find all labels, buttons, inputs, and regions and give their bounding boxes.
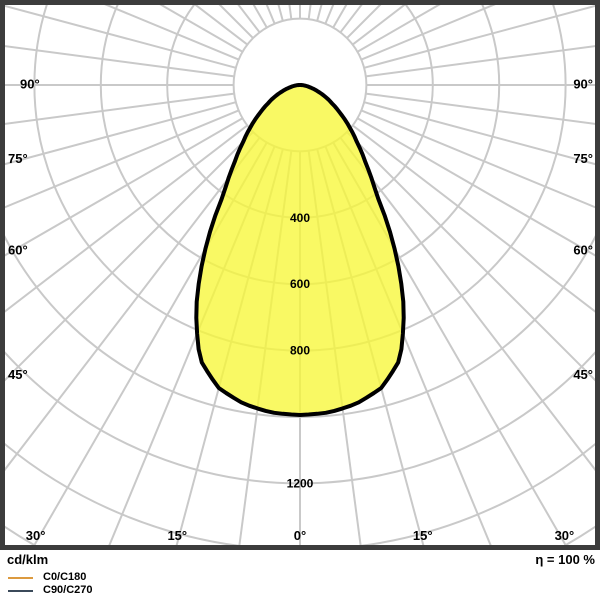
angle-tick-label-left: 90°	[20, 77, 40, 92]
grid-radial	[352, 124, 595, 313]
c90-line-swatch	[8, 589, 33, 592]
grid-radial	[365, 45, 595, 78]
angle-tick-label-left: 75°	[8, 151, 28, 166]
grid-radial	[5, 137, 261, 472]
ring-tick-label: 1200	[287, 476, 314, 490]
grid-radial	[360, 5, 496, 61]
grid-radial	[5, 124, 248, 313]
angle-tick-label-bottom: 30°	[555, 528, 575, 543]
angle-tick-label-left: 60°	[8, 242, 28, 257]
grid-radial	[104, 5, 240, 61]
efficiency-label: η = 100 %	[535, 552, 595, 567]
angle-tick-label-right: 45°	[573, 367, 593, 382]
angle-tick-label-right: 60°	[573, 242, 593, 257]
grid-radial	[363, 5, 595, 69]
grid-radial	[5, 101, 237, 166]
beam-curve	[194, 83, 406, 417]
grid-radial	[5, 45, 235, 78]
angle-tick-label-left: 45°	[8, 367, 28, 382]
angle-tick-label-right: 75°	[573, 151, 593, 166]
c90-legend-label: C90/C270	[43, 584, 93, 596]
angle-tick-label-right: 90°	[573, 77, 593, 92]
grid-radial	[365, 92, 595, 125]
legend: C0/C180 C90/C270	[8, 571, 93, 597]
grid-radial	[5, 109, 240, 209]
ring-tick-label: 600	[290, 277, 310, 291]
grid-radial	[357, 117, 595, 257]
ring-tick-label: 800	[290, 344, 310, 358]
legend-row-c0: C0/C180	[8, 571, 93, 584]
grid-radial	[159, 5, 243, 53]
angle-tick-label-bottom: 15°	[167, 528, 187, 543]
angle-tick-label-bottom: 30°	[26, 528, 46, 543]
grid-radial	[5, 5, 237, 69]
angle-tick-label-bottom: 0°	[294, 528, 306, 543]
grid-radial	[360, 109, 595, 209]
grid-radial	[346, 131, 595, 382]
c0-line-swatch	[8, 576, 33, 579]
chart-frame	[0, 0, 600, 550]
unit-label: cd/klm	[7, 552, 49, 567]
grid-radial	[363, 101, 595, 166]
grid-radial	[357, 5, 441, 53]
grid-radial	[339, 137, 595, 472]
intensity-curve	[194, 83, 406, 417]
angle-tick-label-bottom: 15°	[413, 528, 433, 543]
grid-radial	[5, 131, 254, 382]
grid-radial	[5, 92, 235, 125]
c0-legend-label: C0/C180	[43, 571, 87, 583]
tick-labels: 400 600 800 1200 90° 75° 60° 45° 45° 60° 75° 90° 30°…	[8, 77, 593, 544]
ring-tick-label: 400	[290, 211, 310, 225]
legend-row-c90: C90/C270	[8, 584, 93, 597]
grid-radial	[5, 117, 243, 257]
